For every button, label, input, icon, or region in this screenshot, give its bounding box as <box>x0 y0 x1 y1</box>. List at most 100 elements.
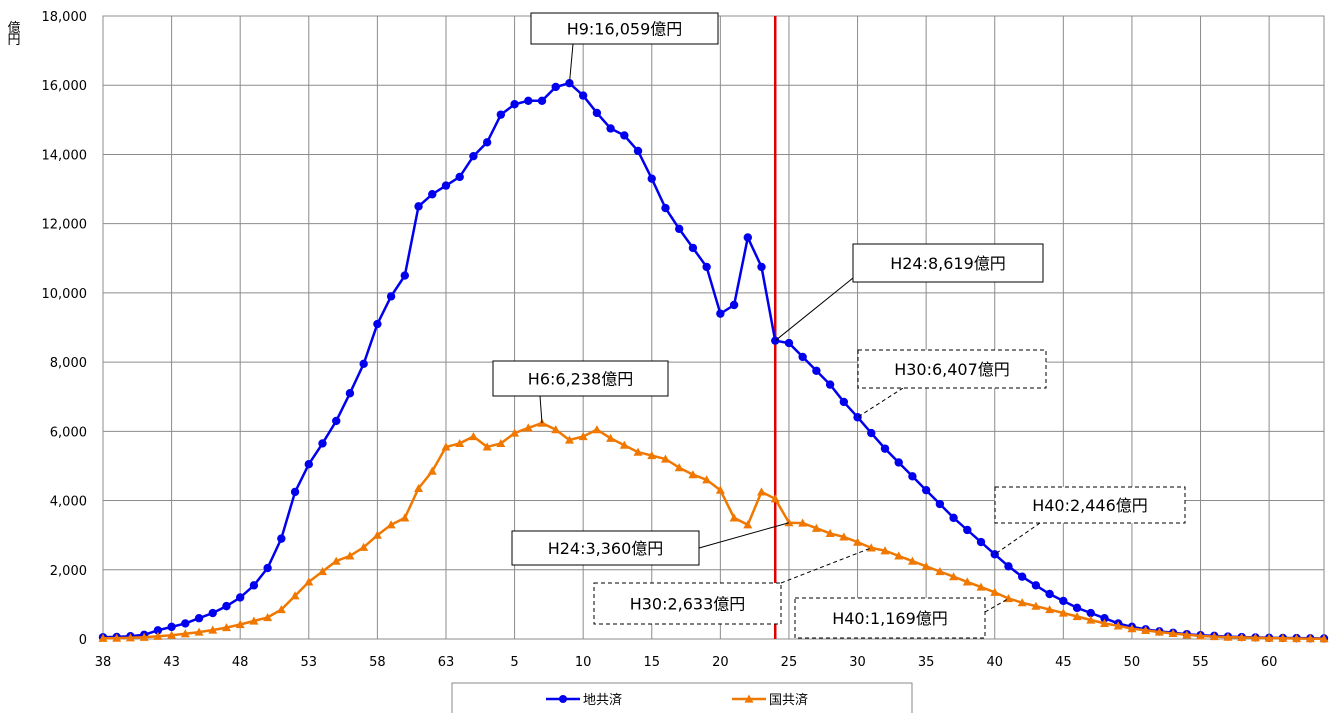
data-point <box>1154 627 1164 636</box>
callout-leader <box>984 598 1009 613</box>
data-point <box>990 550 999 559</box>
callout-leader <box>857 387 904 418</box>
data-point <box>331 556 341 565</box>
x-tick-label: 10 <box>575 655 592 670</box>
y-tick-label: 2,000 <box>50 564 87 579</box>
data-point <box>482 138 492 147</box>
legend-marker <box>744 694 754 703</box>
data-point <box>1319 634 1329 643</box>
data-point <box>345 551 355 560</box>
data-point <box>1182 630 1192 639</box>
callout-label: H24:8,619億円 <box>890 254 1006 273</box>
y-tick-label: 18,000 <box>42 10 88 25</box>
data-point <box>688 243 698 253</box>
data-point <box>1031 601 1041 610</box>
data-point <box>510 100 519 109</box>
data-point <box>263 563 272 573</box>
x-tick-label: 30 <box>849 655 866 670</box>
y-axis-unit-label: 億 <box>7 20 20 36</box>
data-point <box>729 300 739 310</box>
data-point <box>1113 621 1123 630</box>
callout-box <box>994 486 1186 524</box>
callout-label: H40:2,446億円 <box>1032 496 1148 515</box>
data-point <box>221 623 231 632</box>
y-tick-label: 8,000 <box>50 356 87 371</box>
data-point <box>757 487 767 496</box>
data-point <box>1017 572 1027 581</box>
data-point <box>153 631 163 640</box>
y-tick-label: 4,000 <box>50 495 87 510</box>
data-point <box>825 528 835 538</box>
data-point <box>963 525 972 535</box>
data-point <box>510 428 520 437</box>
data-point <box>1168 628 1178 638</box>
data-point <box>551 82 560 92</box>
data-point <box>1086 608 1095 618</box>
data-point <box>318 567 328 576</box>
data-point <box>1305 634 1315 643</box>
callout-box <box>794 597 986 639</box>
data-point <box>249 581 259 590</box>
data-point <box>263 613 273 622</box>
data-point <box>194 614 204 623</box>
data-point <box>400 271 410 280</box>
x-tick-label: 15 <box>643 655 660 670</box>
data-point <box>496 110 506 119</box>
data-point <box>441 442 451 451</box>
data-point <box>277 534 286 543</box>
data-point <box>935 499 945 509</box>
data-point <box>153 626 163 635</box>
x-tick-label: 45 <box>1055 655 1072 670</box>
data-point <box>427 466 437 475</box>
data-point <box>468 432 478 441</box>
data-point <box>949 513 958 523</box>
data-point <box>715 485 725 494</box>
x-tick-label: 60 <box>1261 655 1278 670</box>
data-point <box>1059 596 1068 606</box>
data-point <box>908 472 917 481</box>
x-tick-label: 35 <box>918 655 935 670</box>
data-point <box>345 389 355 398</box>
data-point <box>482 442 492 451</box>
x-tick-label: 40 <box>986 655 1003 670</box>
data-point <box>825 380 835 389</box>
data-point <box>469 151 478 161</box>
x-tick-label: 58 <box>369 655 386 670</box>
y-axis-unit-label: 円 <box>7 33 20 48</box>
data-point <box>167 630 177 639</box>
y-tick-label: 12,000 <box>42 218 88 233</box>
data-point <box>551 425 561 434</box>
data-point <box>1250 633 1260 642</box>
x-tick-label: 50 <box>1124 655 1141 670</box>
data-point <box>208 608 217 618</box>
data-point <box>1072 612 1082 621</box>
callout-leader <box>568 43 574 84</box>
data-point <box>441 181 451 190</box>
data-point <box>839 397 849 407</box>
data-point <box>235 619 245 629</box>
callout-leader <box>539 395 543 424</box>
data-point <box>523 423 533 432</box>
callout-box <box>530 12 719 45</box>
data-point <box>1045 605 1055 614</box>
data-point <box>1264 633 1274 642</box>
data-point <box>290 591 300 600</box>
data-point <box>304 577 314 586</box>
data-point <box>812 366 821 375</box>
data-point <box>1196 631 1206 640</box>
data-point <box>647 451 657 460</box>
data-point <box>1223 632 1233 641</box>
data-point <box>1017 598 1027 607</box>
data-point <box>853 537 863 546</box>
data-point <box>386 292 396 301</box>
x-tick-label: 38 <box>95 655 112 670</box>
data-point <box>962 577 972 586</box>
data-point <box>1099 618 1109 628</box>
data-point <box>1209 632 1219 641</box>
y-tick-label: 10,000 <box>42 287 88 302</box>
data-point <box>976 537 986 547</box>
data-point <box>290 487 300 497</box>
callout-leader <box>994 522 1041 555</box>
data-point <box>798 352 807 362</box>
data-point <box>1292 633 1302 643</box>
